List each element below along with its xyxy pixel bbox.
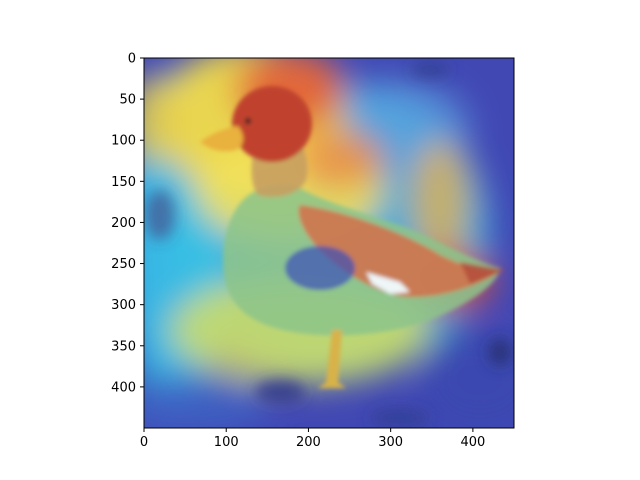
plot-area: [144, 58, 514, 428]
y-tick-label: 300: [111, 298, 136, 313]
x-tick-label: 0: [140, 435, 148, 450]
y-tick-label: 200: [111, 216, 136, 231]
duck-image: [200, 86, 505, 388]
x-tick-label: 100: [214, 435, 239, 450]
duck-leg: [318, 330, 346, 388]
y-tick-label: 250: [111, 257, 136, 272]
y-tick-label: 400: [111, 380, 136, 395]
duck-bill: [200, 126, 244, 152]
x-tick-label: 400: [460, 435, 485, 450]
duck-head: [232, 86, 312, 162]
duck-eye: [245, 118, 251, 124]
y-tick-label: 150: [111, 175, 136, 190]
x-tick-label: 200: [296, 435, 321, 450]
y-tick-label: 50: [119, 93, 136, 108]
y-axis: 0 50 100 150 200 250 300 350 400: [111, 52, 144, 395]
ground-rocks: [145, 62, 512, 428]
y-tick-label: 350: [111, 339, 136, 354]
x-tick-label: 300: [378, 435, 403, 450]
axes-frame: [143, 57, 515, 429]
x-axis: 0 100 200 300 400: [140, 428, 485, 450]
y-tick-label: 100: [111, 134, 136, 149]
duck-wing: [298, 205, 500, 297]
y-tick-label: 0: [128, 52, 136, 67]
